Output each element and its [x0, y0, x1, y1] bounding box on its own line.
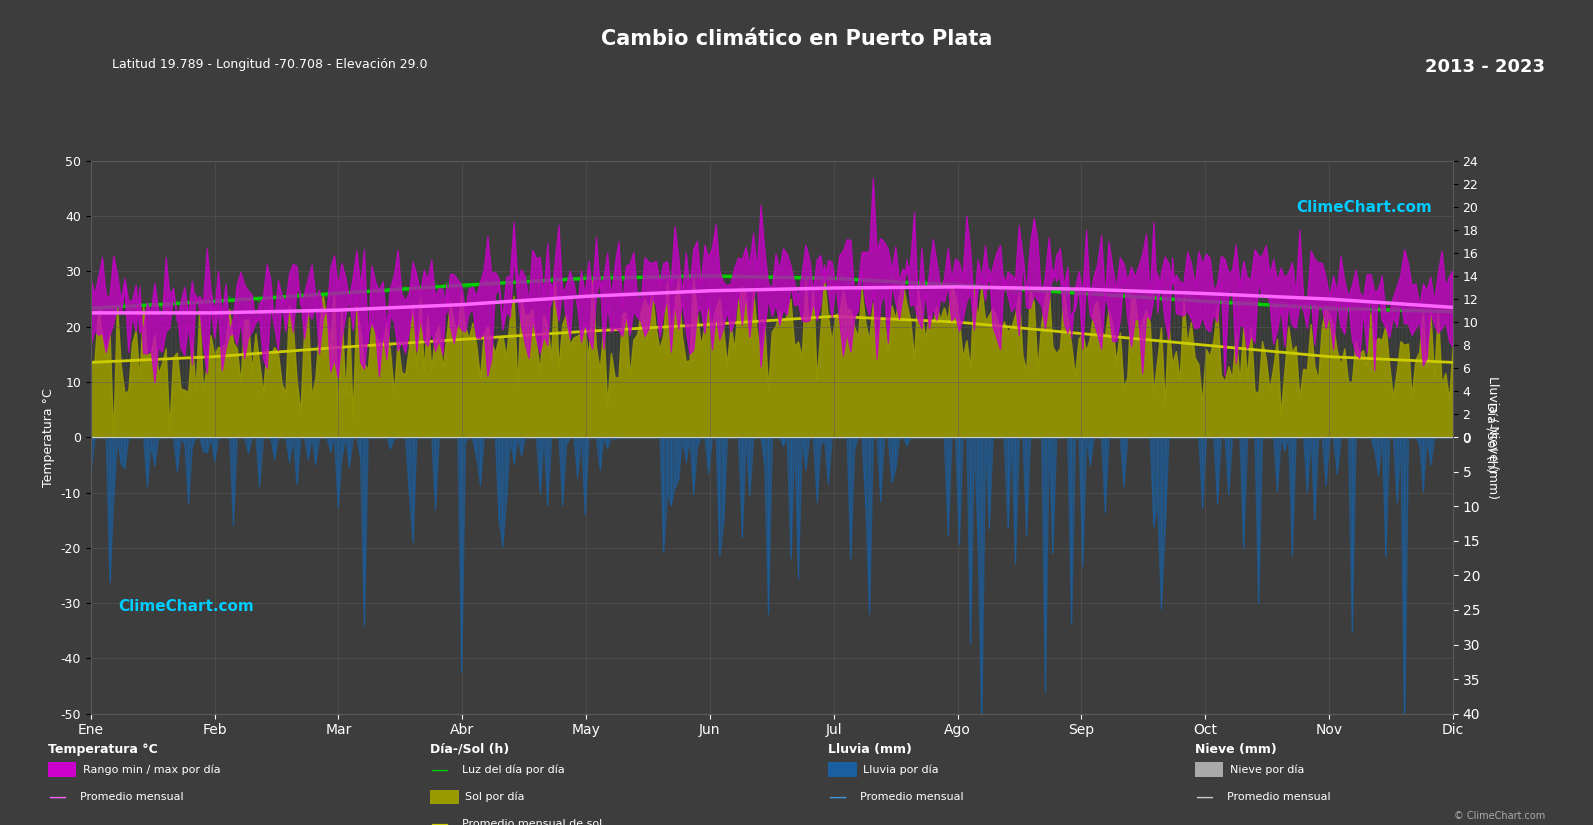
Text: Promedio mensual: Promedio mensual: [860, 792, 964, 802]
Text: Sol por día: Sol por día: [465, 792, 524, 802]
Text: Lluvia (mm): Lluvia (mm): [828, 742, 913, 756]
Text: —: —: [430, 815, 448, 825]
Text: —: —: [1195, 788, 1212, 806]
Text: Promedio mensual: Promedio mensual: [1227, 792, 1330, 802]
Text: Lluvia por día: Lluvia por día: [863, 765, 938, 775]
Text: —: —: [430, 761, 448, 779]
Text: Nieve por día: Nieve por día: [1230, 765, 1305, 775]
Text: Día-/Sol (h): Día-/Sol (h): [430, 742, 510, 756]
Text: Temperatura °C: Temperatura °C: [48, 742, 158, 756]
Text: 2013 - 2023: 2013 - 2023: [1426, 58, 1545, 76]
Y-axis label: Lluvia / Nieve (mm): Lluvia / Nieve (mm): [1486, 375, 1499, 499]
Text: Rango min / max por día: Rango min / max por día: [83, 765, 220, 775]
Text: © ClimeChart.com: © ClimeChart.com: [1454, 811, 1545, 821]
Text: Promedio mensual de sol: Promedio mensual de sol: [462, 819, 602, 825]
Text: —: —: [828, 788, 846, 806]
Text: Latitud 19.789 - Longitud -70.708 - Elevación 29.0: Latitud 19.789 - Longitud -70.708 - Elev…: [112, 58, 427, 71]
Y-axis label: Día-/Sol (h): Día-/Sol (h): [1485, 402, 1497, 473]
Text: ClimeChart.com: ClimeChart.com: [118, 599, 253, 614]
Text: Cambio climático en Puerto Plata: Cambio climático en Puerto Plata: [601, 29, 992, 49]
Text: —: —: [48, 788, 65, 806]
Y-axis label: Temperatura °C: Temperatura °C: [41, 388, 56, 487]
Text: Luz del día por día: Luz del día por día: [462, 765, 566, 775]
Text: Nieve (mm): Nieve (mm): [1195, 742, 1276, 756]
Text: ClimeChart.com: ClimeChart.com: [1297, 200, 1432, 215]
Text: Promedio mensual: Promedio mensual: [80, 792, 183, 802]
